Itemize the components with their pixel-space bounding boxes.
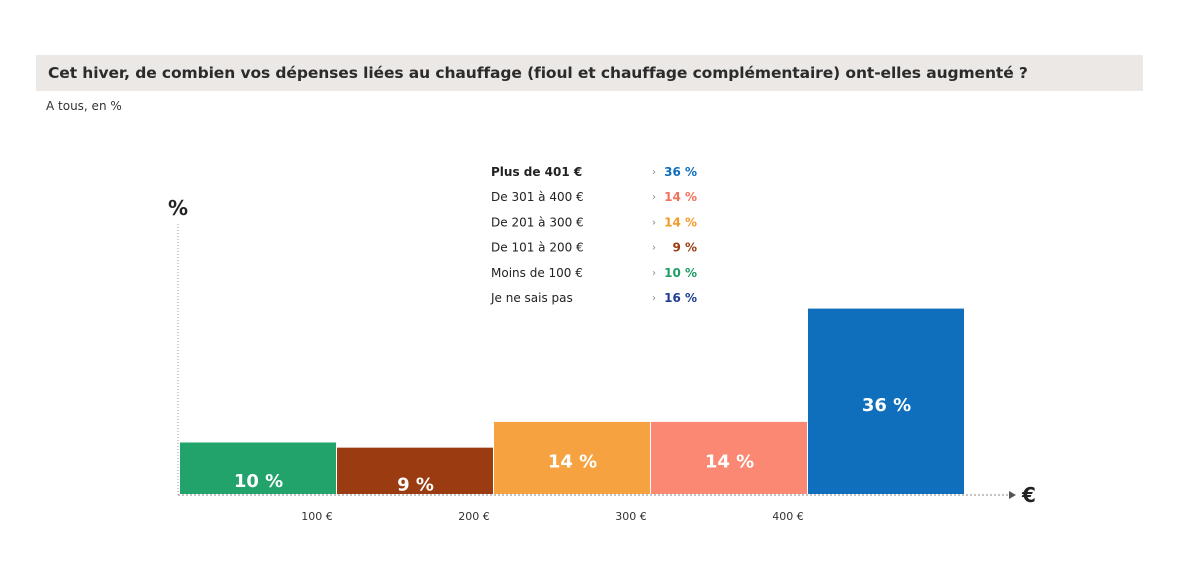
chevron-right-icon: › (652, 293, 656, 304)
chevron-right-icon: › (652, 192, 656, 203)
bar-4 (651, 421, 807, 494)
bar-value-label: 10 % (234, 471, 283, 492)
chevron-right-icon: › (652, 243, 656, 254)
legend-value: 16 % (664, 291, 697, 305)
bar-2 (337, 447, 493, 494)
bar-value-label: 36 % (862, 395, 911, 416)
legend-value: 14 % (664, 190, 697, 204)
chevron-right-icon: › (652, 167, 656, 178)
chart-axes: % € (168, 196, 1036, 507)
x-tick-labels: 100 € 200 € 300 € 400 € (301, 510, 804, 523)
x-tick-label: 100 € (301, 510, 333, 523)
page-title: Cet hiver, de combien vos dépenses liées… (48, 64, 1028, 82)
x-tick-label: 200 € (458, 510, 490, 523)
page-subtitle: A tous, en % (46, 99, 122, 113)
legend-value: 10 % (664, 266, 697, 280)
bar-5 (808, 308, 964, 494)
bars-group: 10 % 9 % 14 % 14 % 36 % (180, 308, 964, 496)
legend-label: Plus de 401 € (491, 165, 582, 179)
legend-value: 9 % (672, 241, 697, 255)
legend-label: De 101 à 200 € (491, 241, 584, 255)
legend-value: 36 % (664, 165, 697, 179)
x-tick-label: 400 € (772, 510, 804, 523)
legend: Plus de 401 € › 36 % De 301 à 400 € › 14 % De … (490, 165, 697, 305)
title-bar: Cet hiver, de combien vos dépenses liées… (36, 55, 1143, 91)
legend-label: De 301 à 400 € (491, 190, 584, 204)
bar-value-label: 9 % (397, 475, 434, 496)
legend-label: Moins de 100 € (491, 266, 583, 280)
y-axis-label: % (168, 196, 188, 220)
x-axis-label: € (1021, 483, 1036, 507)
bar-value-label: 14 % (548, 452, 597, 473)
bar-3 (494, 421, 650, 494)
x-axis-arrow-icon (1009, 491, 1016, 499)
legend-value: 14 % (664, 215, 697, 229)
legend-label: De 201 à 300 € (491, 215, 584, 229)
chevron-right-icon: › (652, 217, 656, 228)
legend-label: Je ne sais pas (490, 291, 573, 305)
bar-value-label: 14 % (705, 452, 754, 473)
x-tick-label: 300 € (615, 510, 647, 523)
bar-1 (180, 442, 336, 494)
chevron-right-icon: › (652, 268, 656, 279)
